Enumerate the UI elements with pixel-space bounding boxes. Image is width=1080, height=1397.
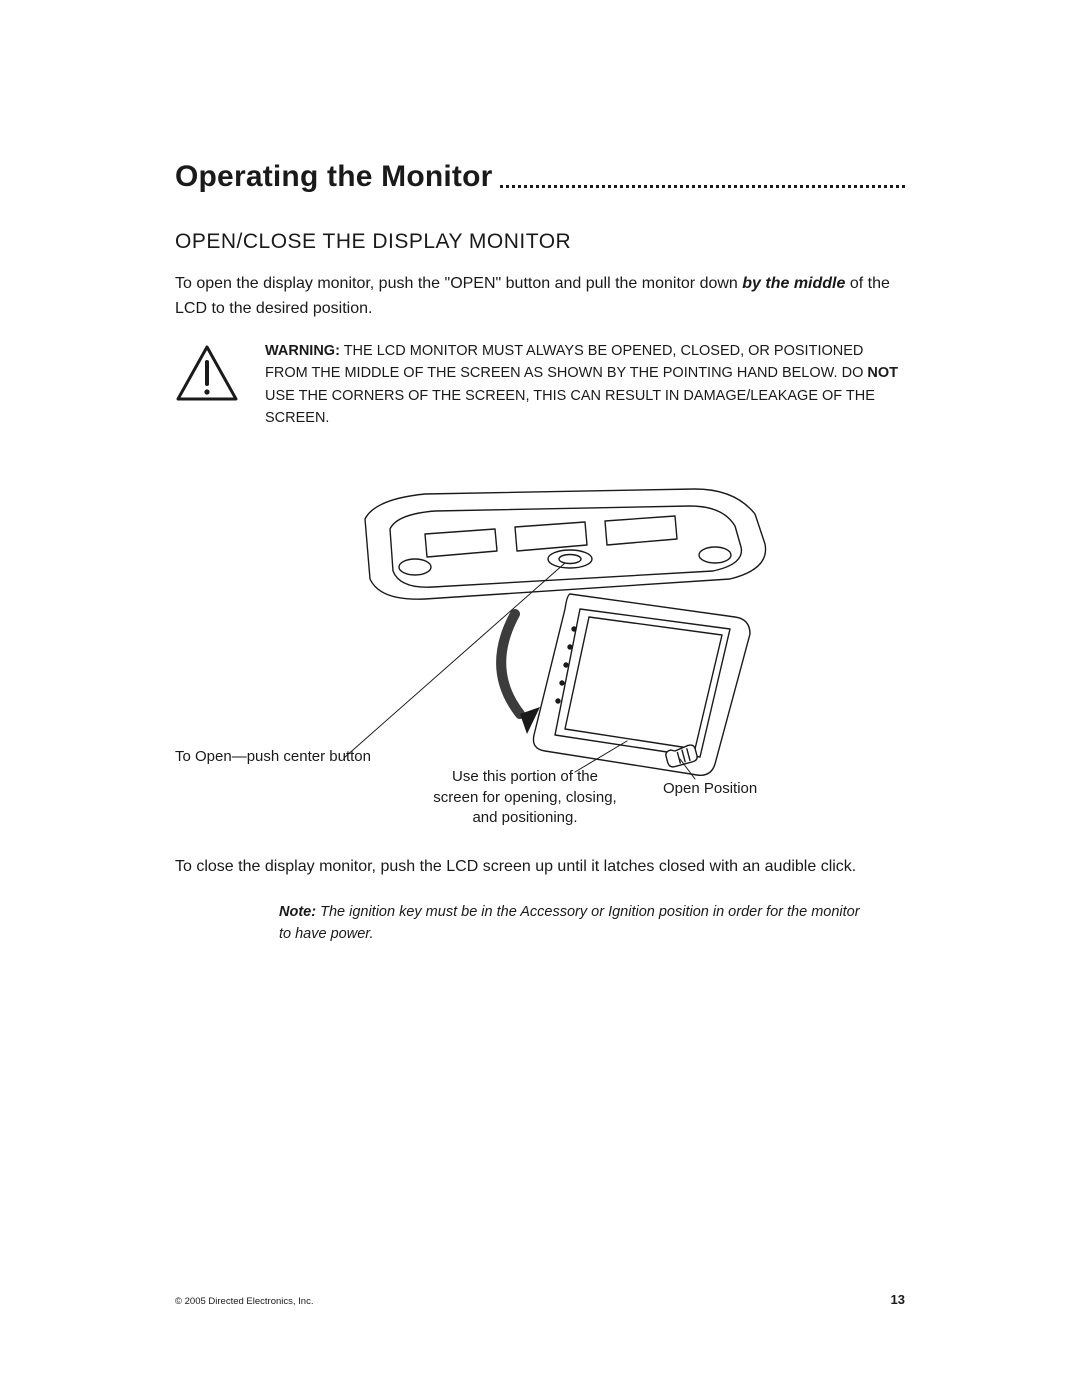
intro-emph: by the middle (742, 275, 845, 292)
warning-text: WARNING: THE LCD MONITOR MUST ALWAYS BE … (265, 340, 905, 430)
note-block: Note: The ignition key must be in the Ac… (175, 902, 905, 946)
callout-open-button: To Open—push center button (175, 747, 435, 767)
warning-icon (175, 340, 243, 402)
note-text: The ignition key must be in the Accessor… (279, 904, 860, 942)
page-footer: © 2005 Directed Electronics, Inc. 13 (175, 1292, 905, 1307)
callout-screen-portion: Use this portion of the screen for openi… (410, 767, 640, 828)
intro-paragraph: To open the display monitor, push the "O… (175, 272, 905, 322)
page-title: Operating the Monitor (175, 160, 499, 194)
close-paragraph: To close the display monitor, push the L… (175, 855, 905, 880)
warning-block: WARNING: THE LCD MONITOR MUST ALWAYS BE … (175, 340, 905, 430)
copyright: © 2005 Directed Electronics, Inc. (175, 1296, 313, 1307)
page-number: 13 (891, 1292, 905, 1307)
section-subtitle: OPEN/CLOSE THE DISPLAY MONITOR (175, 230, 905, 254)
warning-line2: USE THE CORNERS OF THE SCREEN, THIS CAN … (265, 388, 875, 426)
warning-label: WARNING: (265, 343, 340, 359)
title-row: Operating the Monitor (175, 160, 905, 194)
warning-line1: THE LCD MONITOR MUST ALWAYS BE OPENED, C… (265, 343, 867, 381)
intro-pre: To open the display monitor, push the "O… (175, 275, 742, 292)
product-diagram: To Open—push center button Use this port… (175, 459, 905, 839)
note-label: Note: (279, 904, 316, 920)
warning-not: NOT (867, 365, 898, 381)
callout-open-position: Open Position (663, 779, 823, 799)
page: Operating the Monitor OPEN/CLOSE THE DIS… (0, 0, 1080, 1397)
